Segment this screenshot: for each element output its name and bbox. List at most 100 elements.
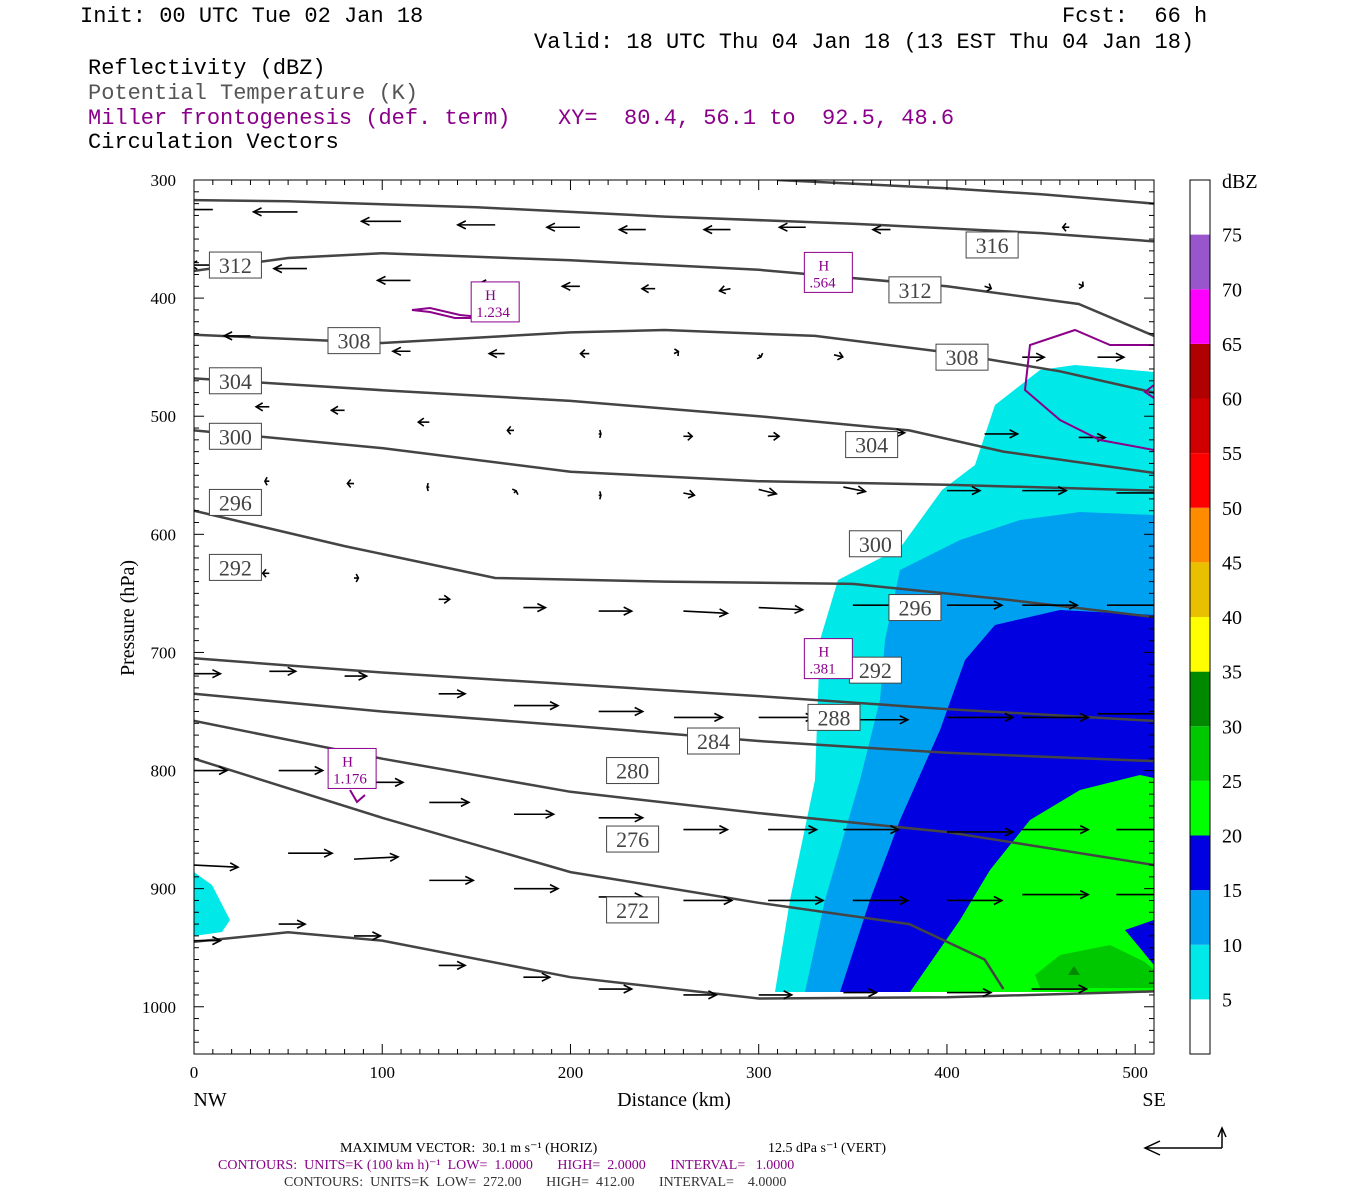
wind-vector (756, 352, 764, 360)
wind-vector (329, 405, 345, 415)
wind-vector (272, 263, 307, 274)
contour-label: 296 (219, 490, 252, 515)
colorbar-segment (1190, 289, 1210, 344)
theta-contours (194, 180, 1154, 1000)
wind-vector (598, 429, 602, 439)
wind-vector (438, 960, 467, 971)
fronto-max-box (803, 638, 853, 680)
colorbar-segment (1190, 671, 1210, 727)
wind-vector (353, 852, 400, 862)
wind-vector (946, 485, 982, 496)
y-tick-label: 600 (151, 525, 177, 544)
wind-vector (1022, 712, 1090, 723)
wind-vector (1031, 984, 1089, 994)
dbz-colorbar: 5 10 15 20 25 30 35 40 45 50 55 60 65 70 75 (1189, 179, 1242, 1055)
wind-vector (506, 425, 514, 435)
field-reflectivity: Reflectivity (dBZ) (88, 56, 326, 81)
contour-label-box (606, 757, 660, 785)
wind-vector (251, 207, 298, 217)
colorbar-segment (1190, 562, 1210, 617)
colorbar-level-label: 70 (1222, 279, 1242, 301)
y-axis-title: Pressure (hPa) (117, 560, 139, 676)
colorbar-segment (1190, 398, 1210, 454)
colorbar-segment (1190, 180, 1210, 235)
wind-vector (429, 797, 471, 808)
colorbar-level-label: 45 (1222, 552, 1242, 574)
contour-label-box (606, 896, 660, 924)
wind-vector (683, 990, 719, 1000)
wind-vector (598, 984, 634, 994)
wind-vector (598, 491, 602, 500)
wind-vector (1097, 352, 1126, 362)
wind-vector (429, 875, 476, 886)
colorbar-segment (1190, 999, 1210, 1054)
wind-vector (354, 931, 383, 941)
colorbar-level-label: 55 (1222, 443, 1242, 465)
wind-vector (768, 824, 819, 835)
wind-vector (1022, 824, 1090, 835)
x-right-end-label: SE (1142, 1089, 1165, 1111)
wind-vector (416, 417, 430, 427)
colorbar-segment (1190, 507, 1210, 563)
fronto-max-value: 1.234 (476, 305, 510, 321)
wind-vector (523, 972, 552, 982)
field-frontogenesis: Miller frontogenesis (def. term) (88, 106, 511, 131)
wind-vector (768, 431, 781, 441)
wind-vector (438, 689, 467, 699)
wind-vector (1061, 222, 1070, 232)
colorbar-level-label: 25 (1222, 771, 1242, 793)
wind-vector (391, 346, 411, 357)
wind-vector (359, 216, 402, 227)
wind-vector (1022, 352, 1046, 362)
contour-label-box (807, 703, 861, 731)
contour-label-box (888, 276, 942, 304)
wind-vector (1097, 713, 1154, 715)
contour-label-box (208, 553, 262, 581)
colorbar-segment (1190, 343, 1210, 399)
theta-contour-line (194, 757, 1005, 990)
wind-vector (843, 824, 901, 835)
wind-vector (702, 224, 731, 235)
y-tick-label: 800 (151, 762, 177, 781)
wind-vector (946, 895, 1004, 906)
fronto-max-box (803, 251, 853, 293)
wind-vector (683, 824, 730, 835)
wind-vector (288, 848, 334, 858)
contour-label: 296 (898, 596, 931, 621)
wind-vector (946, 827, 1015, 837)
contour-label: 300 (219, 424, 252, 449)
theta-contour-line (194, 377, 1154, 475)
theta-contour-line (194, 429, 1154, 492)
wind-vector (1022, 600, 1079, 610)
theta-contour-line (194, 198, 1154, 243)
wind-vector (261, 568, 270, 578)
wind-vector (1078, 281, 1084, 290)
colorbar-frame (1189, 179, 1211, 1055)
wind-vector (1116, 828, 1154, 831)
wind-vector (768, 895, 825, 906)
wind-vector (269, 666, 298, 677)
wind-vector (758, 990, 794, 1000)
colorbar-segment (1190, 944, 1210, 1000)
fronto-max-value: .381 (809, 662, 835, 678)
wind-vector (598, 606, 634, 616)
wind-vector (683, 608, 730, 618)
wind-vector (278, 765, 325, 776)
contour-label-box (845, 431, 899, 459)
wind-vector (843, 485, 868, 495)
x-left-end-label: NW (193, 1089, 226, 1111)
colorbar-segment (1190, 617, 1210, 672)
contour-label: 292 (859, 658, 892, 683)
contour-label-box (848, 656, 902, 684)
wind-vector (194, 935, 223, 946)
wind-vector (523, 602, 548, 613)
wind-vector (1022, 889, 1090, 900)
wind-vector (1116, 893, 1154, 896)
contour-label-box (208, 367, 262, 395)
contour-label: 272 (616, 898, 649, 923)
colorbar-segment (1190, 835, 1210, 891)
wind-vector (545, 222, 580, 232)
contour-label-box (208, 422, 262, 450)
init-time: Init: 00 UTC Tue 02 Jan 18 (80, 4, 424, 29)
